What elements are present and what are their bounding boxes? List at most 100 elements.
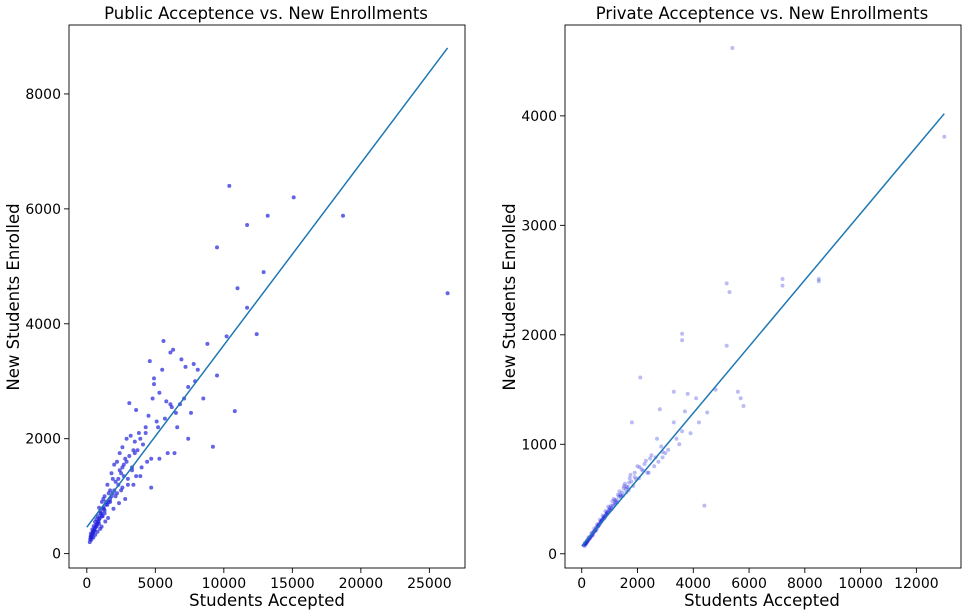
data-point xyxy=(123,497,128,501)
data-point xyxy=(128,433,133,438)
x-tick-label: 25000 xyxy=(407,576,452,592)
data-point xyxy=(157,456,162,461)
data-point xyxy=(632,475,637,480)
data-point xyxy=(125,476,130,481)
data-point xyxy=(134,408,139,412)
data-point xyxy=(103,519,108,524)
data-point xyxy=(110,476,115,481)
data-point xyxy=(624,485,629,489)
x-tick-label: 0 xyxy=(82,576,91,592)
data-point xyxy=(612,498,617,503)
data-point xyxy=(597,517,602,522)
data-point xyxy=(125,482,130,487)
chart-title: Public Acceptence vs. New Enrollments xyxy=(104,4,428,23)
data-point xyxy=(131,482,136,487)
data-point xyxy=(127,454,132,458)
data-point xyxy=(628,472,633,477)
data-point xyxy=(780,277,785,281)
data-point xyxy=(109,471,114,476)
data-point xyxy=(175,425,180,430)
data-point xyxy=(623,481,627,486)
data-point xyxy=(106,516,111,520)
x-tick-label: 2000 xyxy=(620,576,656,592)
data-point xyxy=(655,436,659,441)
data-point xyxy=(201,396,206,401)
data-point xyxy=(245,223,250,227)
data-point xyxy=(632,470,637,475)
data-point xyxy=(629,479,634,484)
data-point xyxy=(124,436,129,441)
data-point xyxy=(195,367,200,372)
tick-group: 0 2000 4000 6000 8000 10000 12000 0 1000 2000 3000… xyxy=(521,109,938,592)
data-point xyxy=(625,485,630,489)
y-tick-label: 4000 xyxy=(521,109,557,125)
data-point xyxy=(98,526,103,531)
y-tick-label: 4000 xyxy=(25,317,61,333)
data-point xyxy=(116,476,121,481)
data-point xyxy=(186,385,191,389)
x-tick-label: 5000 xyxy=(138,576,174,592)
x-tick-label: 10000 xyxy=(838,576,883,592)
data-point xyxy=(138,474,143,479)
data-point xyxy=(139,465,144,470)
data-point xyxy=(179,357,184,362)
data-point xyxy=(121,462,126,467)
data-point xyxy=(143,431,148,435)
data-point xyxy=(93,532,98,537)
data-point xyxy=(604,510,609,515)
data-point xyxy=(169,405,174,410)
data-point xyxy=(637,465,642,470)
data-point xyxy=(816,277,821,281)
public-scatter-panel: Public Acceptence vs. New Enrollments 0 5… xyxy=(4,4,466,610)
data-point xyxy=(649,453,654,458)
data-point xyxy=(162,416,167,421)
data-point xyxy=(120,445,125,450)
data-point xyxy=(164,399,169,404)
data-point xyxy=(617,489,622,494)
data-point xyxy=(680,331,685,336)
data-point xyxy=(688,431,693,436)
data-point xyxy=(124,459,129,464)
data-point xyxy=(627,480,632,485)
data-point xyxy=(115,459,119,464)
data-point xyxy=(674,436,679,441)
data-point xyxy=(646,470,651,475)
data-point xyxy=(611,497,616,501)
chart-title: Private Acceptence vs. New Enrollments xyxy=(596,4,928,23)
data-point xyxy=(680,338,685,343)
data-point xyxy=(113,479,118,484)
data-point xyxy=(618,492,623,497)
data-point xyxy=(115,491,119,496)
x-tick-label: 15000 xyxy=(270,576,315,592)
data-point xyxy=(143,425,148,430)
data-point xyxy=(677,442,682,447)
y-axis-label: New Students Enrolled xyxy=(4,203,23,390)
data-point xyxy=(627,476,632,481)
plot-frame xyxy=(564,24,962,569)
data-point xyxy=(622,483,627,488)
data-point xyxy=(610,499,615,504)
data-point xyxy=(600,513,605,518)
data-point xyxy=(291,195,296,200)
data-point xyxy=(156,425,161,430)
data-point xyxy=(635,464,640,469)
data-point xyxy=(652,464,657,469)
data-point xyxy=(127,401,132,406)
data-point xyxy=(738,396,743,401)
data-point xyxy=(215,373,219,378)
data-point xyxy=(245,305,250,310)
plot-frame xyxy=(68,24,466,569)
regression-line xyxy=(86,47,449,528)
data-point xyxy=(621,486,626,491)
y-tick-label: 8000 xyxy=(25,87,61,103)
data-point xyxy=(105,482,110,487)
data-point xyxy=(643,458,648,463)
data-point xyxy=(705,410,710,415)
y-tick-label: 6000 xyxy=(25,202,61,218)
data-point xyxy=(161,339,166,343)
y-tick-label: 3000 xyxy=(521,218,557,234)
data-point xyxy=(606,504,611,509)
data-point xyxy=(616,494,621,499)
data-point xyxy=(157,390,162,395)
y-tick-label: 2000 xyxy=(25,432,61,448)
